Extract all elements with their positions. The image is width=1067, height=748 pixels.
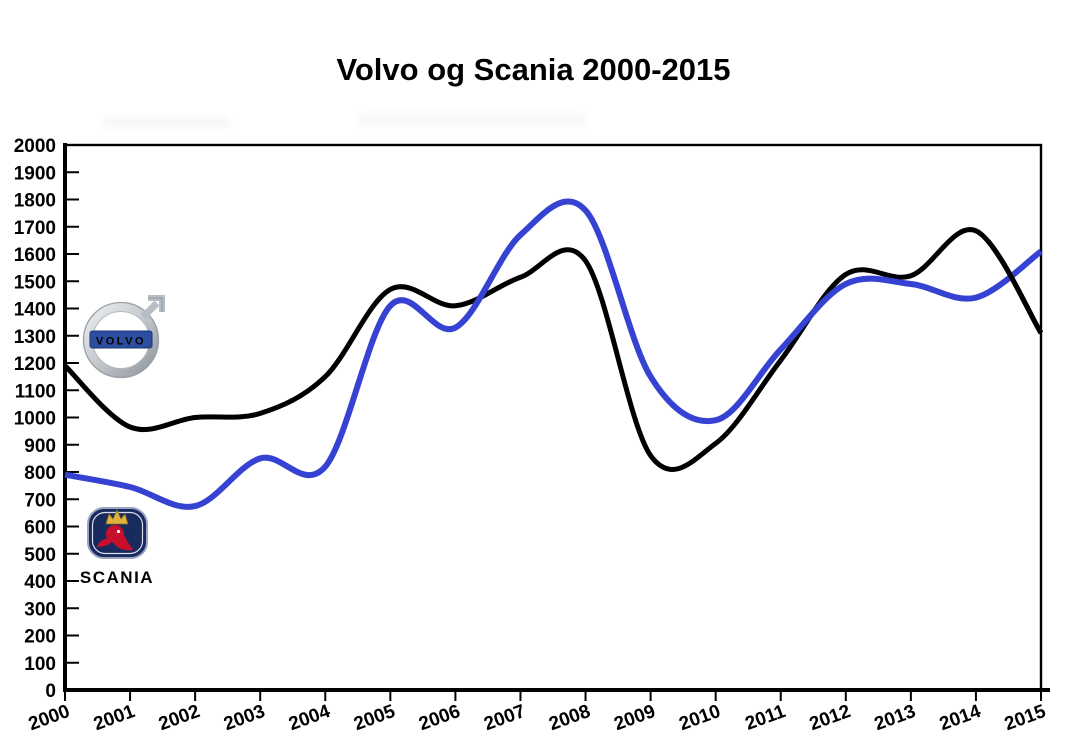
y-tick-label: 600: [24, 518, 56, 539]
x-tick-label: 2011: [743, 701, 789, 735]
volvo-arrow-shaft: [140, 300, 160, 320]
volvo-line: [63, 227, 1044, 472]
volvo-band: [89, 330, 153, 349]
y-tick-label: 1900: [14, 163, 56, 184]
scania-wordmark: SCANIA: [80, 568, 154, 587]
volvo-logo: VOLVO: [82, 295, 165, 379]
x-tick-label: 2010: [676, 701, 723, 735]
scania-griffin-neck: [112, 535, 133, 551]
y-tick-label: 100: [24, 654, 56, 675]
y-tick-label: 300: [24, 599, 56, 620]
scania-griffin-beak: [97, 538, 111, 547]
y-tick-label: 700: [24, 490, 56, 511]
y-tick-label: 1600: [14, 245, 56, 266]
y-tick-label: 1000: [14, 409, 56, 430]
x-tick-label: 2012: [807, 701, 854, 735]
x-tick-label: 2015: [1002, 701, 1049, 735]
y-tick-label: 0: [45, 681, 56, 702]
x-tick-label: 2001: [91, 701, 138, 735]
x-tick-label: 2006: [416, 701, 463, 735]
chart-title: Volvo og Scania 2000-2015: [336, 52, 731, 87]
y-tick-label: 1400: [14, 300, 56, 321]
scania-griffin-eye: [116, 529, 121, 534]
volvo-wordmark: VOLVO: [96, 336, 146, 348]
y-tick-label: 900: [24, 436, 56, 457]
y-tick-label: 200: [24, 627, 56, 648]
volvo-ring-outline: [82, 301, 160, 379]
y-tick-label: 400: [24, 572, 56, 593]
volvo-arrow-edge: [148, 297, 163, 312]
x-tick-label: 2004: [286, 701, 333, 735]
x-tick-label: 2005: [351, 701, 398, 735]
y-tick-label: 800: [24, 463, 56, 484]
y-tick-label: 1700: [14, 218, 56, 239]
x-tick-label: 2013: [872, 701, 919, 735]
volvo-line-overlay: [990, 239, 1044, 335]
x-tick-label: 2003: [221, 701, 268, 735]
scania-crown-icon: [105, 509, 129, 525]
x-tick-label: 2000: [26, 701, 73, 735]
y-tick-label: 1500: [14, 272, 56, 293]
y-tick-label: 500: [24, 545, 56, 566]
x-tick-label: 2009: [611, 701, 658, 735]
y-tick-label: 1300: [14, 327, 56, 348]
y-tick-label: 1100: [15, 381, 56, 402]
series-lines: [63, 198, 1044, 510]
y-tick-label: 2000: [14, 136, 56, 157]
x-tick-label: 2008: [546, 701, 593, 735]
x-tick-label: 2007: [481, 701, 528, 735]
x-tick-label: 2014: [937, 701, 984, 735]
erased-text-artifact: [102, 117, 230, 128]
scania-line: [64, 198, 1043, 510]
x-tick-label: 2002: [156, 701, 203, 735]
y-tick-label: 1800: [14, 191, 56, 212]
erased-text-artifact: [358, 113, 586, 126]
scania-logo: SCANIA: [80, 507, 154, 587]
y-tick-label: 1200: [14, 354, 56, 375]
